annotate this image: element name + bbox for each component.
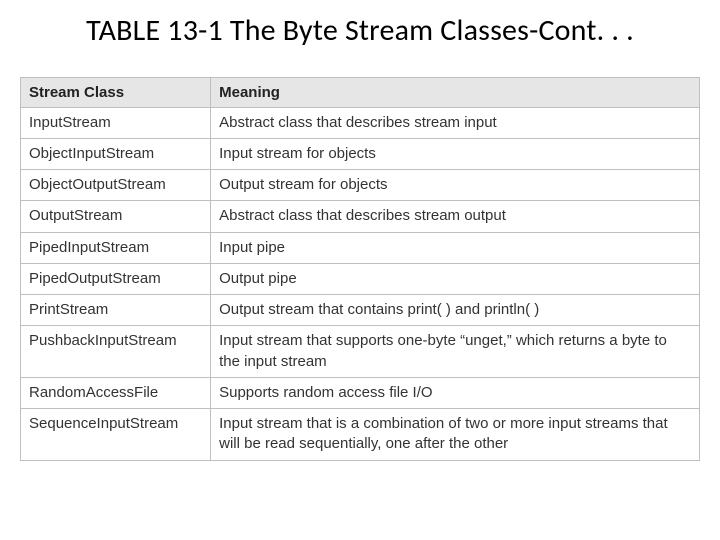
cell-meaning: Supports random access file I/O [211,377,700,408]
cell-meaning: Output stream that contains print( ) and… [211,295,700,326]
table-row: PipedOutputStream Output pipe [21,263,700,294]
cell-meaning: Input pipe [211,232,700,263]
byte-stream-table: Stream Class Meaning InputStream Abstrac… [20,77,700,461]
cell-meaning: Input stream that supports one-byte “ung… [211,326,700,378]
page-title: TABLE 13-1 The Byte Stream Classes-Cont.… [20,14,700,49]
cell-meaning: Output stream for objects [211,170,700,201]
table-row: ObjectInputStream Input stream for objec… [21,138,700,169]
table-row: PushbackInputStream Input stream that su… [21,326,700,378]
table-row: SequenceInputStream Input stream that is… [21,409,700,461]
cell-stream-class: PushbackInputStream [21,326,211,378]
table-row: PipedInputStream Input pipe [21,232,700,263]
header-stream-class: Stream Class [21,77,211,107]
cell-stream-class: InputStream [21,107,211,138]
slide: TABLE 13-1 The Byte Stream Classes-Cont.… [0,0,720,540]
cell-meaning: Abstract class that describes stream inp… [211,107,700,138]
table-row: RandomAccessFile Supports random access … [21,377,700,408]
cell-meaning: Output pipe [211,263,700,294]
cell-stream-class: PipedOutputStream [21,263,211,294]
cell-stream-class: ObjectOutputStream [21,170,211,201]
cell-stream-class: PipedInputStream [21,232,211,263]
cell-stream-class: PrintStream [21,295,211,326]
table-header-row: Stream Class Meaning [21,77,700,107]
cell-stream-class: SequenceInputStream [21,409,211,461]
table-row: OutputStream Abstract class that describ… [21,201,700,232]
table-row: InputStream Abstract class that describe… [21,107,700,138]
cell-meaning: Abstract class that describes stream out… [211,201,700,232]
cell-stream-class: RandomAccessFile [21,377,211,408]
cell-stream-class: OutputStream [21,201,211,232]
cell-meaning: Input stream for objects [211,138,700,169]
header-meaning: Meaning [211,77,700,107]
table-row: ObjectOutputStream Output stream for obj… [21,170,700,201]
cell-meaning: Input stream that is a combination of tw… [211,409,700,461]
cell-stream-class: ObjectInputStream [21,138,211,169]
table-row: PrintStream Output stream that contains … [21,295,700,326]
